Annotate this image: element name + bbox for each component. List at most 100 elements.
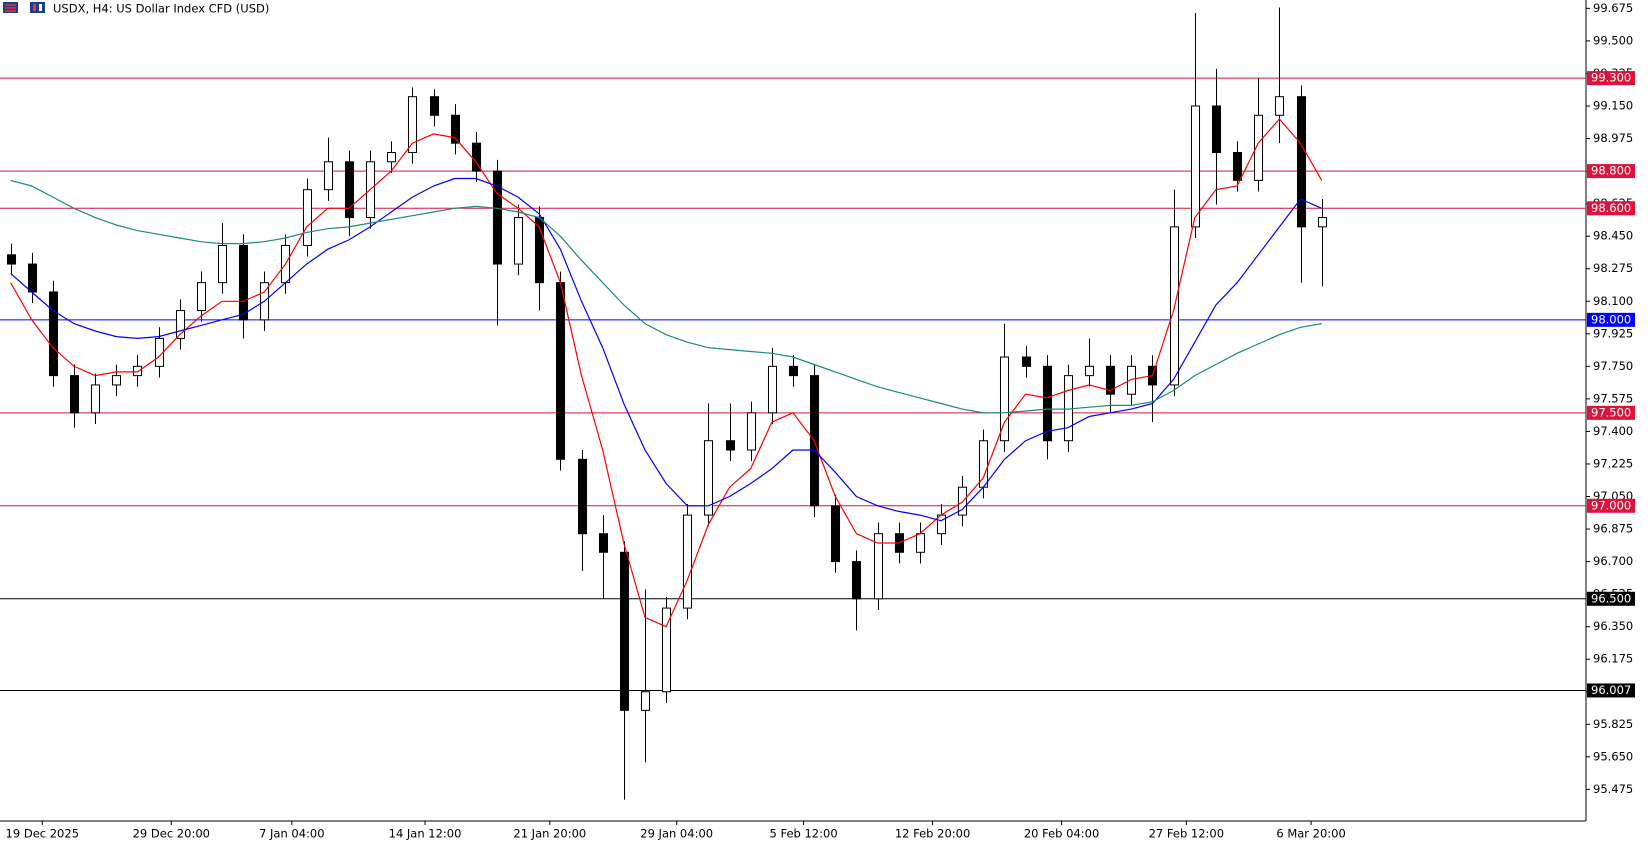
candle-body [725,440,736,451]
candle-body [746,412,757,451]
candle-body [1021,356,1032,367]
y-tick-label: 98.275 [1593,261,1633,275]
candle-body [1084,365,1095,377]
x-tick-label: 14 Jan 12:00 [389,827,462,841]
candle-body [111,375,122,386]
candle-body [1042,365,1053,442]
candle-body [1190,105,1201,228]
level-tag [1587,591,1635,606]
candle-body [661,607,672,693]
candle-body [873,533,884,600]
level-tag [1587,201,1635,216]
moving-average-line [10,177,1322,522]
level-tag-label: 98.600 [1591,201,1631,215]
x-tick-label: 27 Feb 12:00 [1149,827,1224,841]
candle-body [1105,365,1116,395]
y-tick-label: 96.875 [1593,522,1633,536]
chart-title: USDX, H4: US Dollar Index CFD (USD) [53,2,269,16]
candle-body [407,96,418,153]
y-tick-label: 97.400 [1593,424,1633,438]
candle-body [598,533,609,553]
x-tick-label: 21 Jan 20:00 [513,827,586,841]
level-tag [1587,498,1635,513]
y-tick-label: 95.650 [1593,749,1633,763]
candle-body [640,691,651,711]
candle-body [492,170,503,265]
candle-body [999,356,1010,442]
symbol-icons [3,2,45,13]
candle-body [513,217,524,265]
candle-body [577,458,588,535]
level-tag [1587,405,1635,420]
candle-body [788,365,799,377]
y-tick-label: 96.350 [1593,619,1633,633]
level-tag-label: 97.000 [1591,498,1631,512]
y-tick-label: 98.975 [1593,131,1633,145]
y-tick-label: 96.700 [1593,554,1633,568]
level-tag-label: 99.300 [1591,71,1631,85]
candle-body [90,384,101,414]
x-tick-label: 29 Dec 20:00 [133,827,210,841]
candle-body [767,365,778,414]
candle-body [217,244,228,284]
moving-average-line [10,179,1322,414]
y-tick-label: 95.475 [1593,782,1633,796]
candle-body [48,291,59,377]
level-tag-label: 98.000 [1591,312,1631,326]
candle-body [1274,96,1285,116]
candle-body [1063,375,1074,442]
y-tick-label: 97.750 [1593,359,1633,373]
candle-body [851,561,862,600]
candle-body [302,189,313,246]
candle-body [238,244,249,321]
level-tag [1587,164,1635,179]
y-tick-label: 95.825 [1593,717,1633,731]
candle-body [555,282,566,460]
candle-body [450,114,461,144]
x-tick-label: 6 Mar 20:00 [1276,827,1345,841]
y-tick-label: 98.100 [1593,294,1633,308]
candle-body [1296,96,1307,228]
candle-body [69,375,80,414]
x-tick-label: 5 Feb 12:00 [770,827,838,841]
y-tick-label: 97.575 [1593,391,1633,405]
level-tag-label: 96.007 [1591,683,1631,697]
candle-body [132,365,143,377]
level-tag-label: 98.800 [1591,164,1631,178]
x-tick-label: 12 Feb 20:00 [895,827,970,841]
candle-body [6,254,17,265]
y-tick-label: 99.150 [1593,98,1633,112]
candle-body [27,263,38,293]
x-tick-label: 19 Dec 2025 [6,827,79,841]
candle-body [1317,217,1328,228]
y-tick-label: 98.450 [1593,229,1633,243]
candle-body [323,161,334,191]
candle-body [915,533,926,553]
x-tick-label: 7 Jan 04:00 [259,827,325,841]
level-tag [1587,683,1635,698]
candle-body [386,151,397,163]
candle-body [703,440,714,516]
y-tick-label: 97.225 [1593,456,1633,470]
x-tick-label: 29 Jan 04:00 [640,827,713,841]
y-tick-label: 99.675 [1593,1,1633,15]
y-tick-label: 99.500 [1593,33,1633,47]
y-tick-label: 97.925 [1593,326,1633,340]
candle-body [1126,365,1137,395]
level-tag [1587,71,1635,86]
candle-body [344,161,355,219]
candle-body [196,282,207,312]
candle-body [1253,114,1264,181]
candle-body [1232,151,1243,181]
candle-body [175,310,186,339]
level-tag-label: 97.500 [1591,405,1631,419]
x-tick-label: 20 Feb 04:00 [1024,827,1099,841]
moving-average-line [10,118,1323,628]
level-tag [1587,312,1635,327]
candle-body [1211,105,1222,153]
y-tick-label: 96.175 [1593,652,1633,666]
